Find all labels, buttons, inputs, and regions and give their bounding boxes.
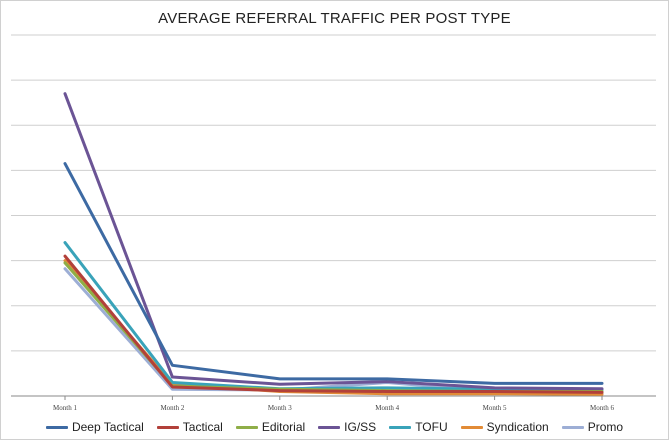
legend-swatch (235, 425, 258, 429)
legend-label: TOFU (415, 420, 448, 434)
legend-label: Deep Tactical (71, 420, 144, 434)
series-line-ig-ss (63, 92, 604, 391)
legend-swatch (561, 425, 584, 429)
chart-legend: Deep Tactical Tactical Editorial IG/SS TOFU S… (0, 418, 669, 436)
series-line-promo (63, 267, 604, 395)
x-tick-label: Month 5 (483, 404, 507, 412)
legend-label: Tactical (182, 420, 223, 434)
legend-swatch (156, 425, 179, 429)
legend-label: Promo (587, 420, 624, 434)
series-line-syndication (63, 259, 604, 396)
legend-label: IG/SS (344, 420, 377, 434)
chart-title: AVERAGE REFERRAL TRAFFIC PER POST TYPE (158, 10, 511, 27)
x-tick-label: Month 2 (160, 404, 184, 412)
x-tick-label: Month 3 (268, 404, 292, 412)
legend-swatch (460, 425, 483, 429)
legend-item: Syndication (460, 420, 549, 434)
series-line-tactical (63, 254, 604, 394)
legend-swatch (318, 425, 341, 429)
legend-label: Syndication (486, 420, 549, 434)
legend-item: TOFU (389, 420, 448, 434)
legend-item: Deep Tactical (45, 420, 144, 434)
legend-swatch (389, 425, 412, 429)
legend-swatch (45, 425, 68, 429)
x-tick-label: Month 1 (53, 404, 77, 412)
line-chart-plot: Month 1 Month 2 Month 3 Month 4 Month 5 Month… (11, 34, 656, 412)
series-line-deep-tactical (63, 162, 604, 385)
legend-item: IG/SS (318, 420, 376, 434)
legend-item: Promo (561, 420, 624, 434)
legend-label: Editorial (261, 420, 306, 434)
x-tick-label: Month 4 (375, 404, 399, 412)
legend-item: Tactical (156, 420, 223, 434)
series-line-editorial (63, 261, 604, 393)
x-tick-label: Month 6 (590, 404, 614, 412)
legend-item: Editorial (235, 420, 306, 434)
